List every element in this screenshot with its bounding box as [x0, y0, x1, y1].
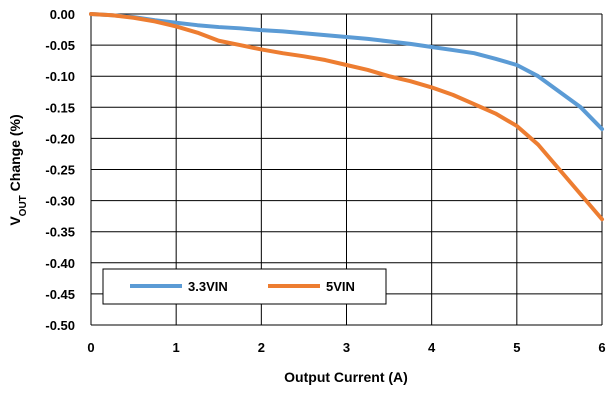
series-lines: [89, 12, 604, 222]
y-tick-label: -0.05: [45, 38, 75, 53]
x-tick-label: 4: [428, 340, 436, 355]
x-tick-label: 5: [513, 340, 520, 355]
y-tick-label: -0.35: [45, 225, 75, 240]
y-tick-label: -0.10: [45, 69, 75, 84]
y-tick-label: -0.30: [45, 194, 75, 209]
y-tick-label: -0.50: [45, 318, 75, 333]
y-tick-label: -0.15: [45, 100, 75, 115]
legend-label-3-3vin: 3.3VIN: [188, 279, 228, 294]
x-tick-label: 1: [173, 340, 180, 355]
y-axis-title-prefix: V: [7, 216, 23, 226]
grid: [90, 13, 603, 326]
x-tick-label: 3: [343, 340, 350, 355]
tick-labels: 0 1 2 3 4 5 6 0.00 -0.05 -0.10 -0.15 -0.20 -0.25 -0.3…: [45, 7, 605, 355]
y-axis-title-subscript: OUT: [18, 195, 29, 216]
x-tick-label: 0: [87, 340, 94, 355]
legend-label-5vin: 5VIN: [326, 279, 355, 294]
series-line-3-3vin: [89, 12, 604, 132]
y-tick-label: -0.45: [45, 287, 75, 302]
legend: 3.3VIN 5VIN: [102, 268, 387, 305]
x-axis-title: Output Current (A): [284, 369, 408, 385]
y-tick-label: 0.00: [50, 7, 75, 22]
y-tick-label: -0.40: [45, 256, 75, 271]
x-tick-label: 2: [258, 340, 265, 355]
series-line-5vin: [89, 12, 604, 222]
y-axis-title: VOUT Change (%): [7, 114, 29, 225]
y-tick-label: -0.20: [45, 131, 75, 146]
y-tick-label: -0.25: [45, 163, 75, 178]
y-axis-title-suffix: Change (%): [7, 114, 23, 195]
x-tick-label: 6: [598, 340, 605, 355]
